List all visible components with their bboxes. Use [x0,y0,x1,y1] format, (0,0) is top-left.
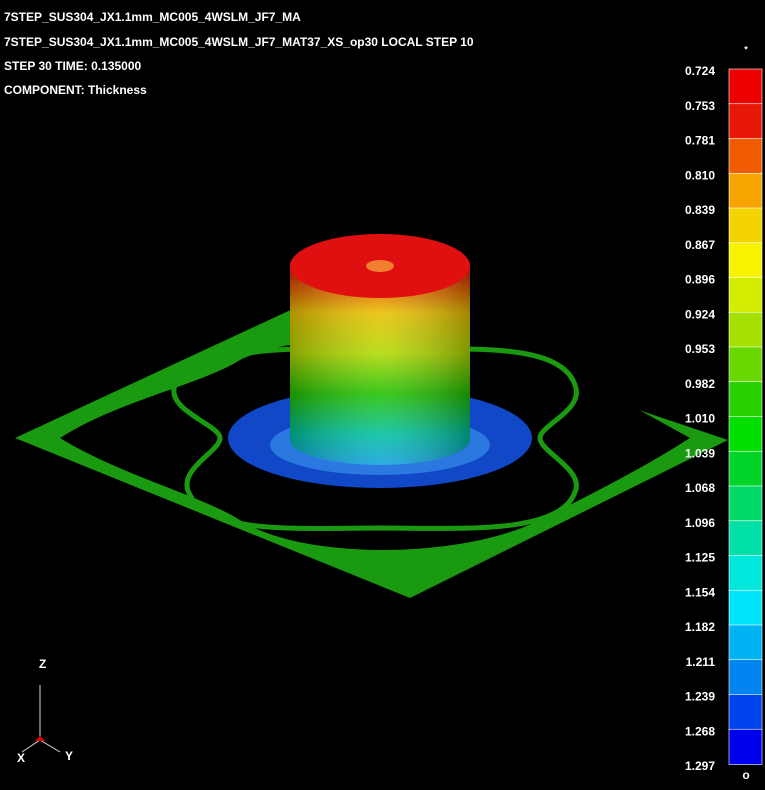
legend-band [728,172,763,209]
legend-label: 0.810 [685,168,715,182]
model [15,234,728,598]
legend-label: 0.753 [685,99,715,113]
legend-label: 0.896 [685,273,715,287]
legend-label: 1.297 [685,759,715,773]
cup-shading [290,262,470,465]
legend-band [728,728,763,765]
legend-band [728,555,763,592]
x-axis [21,739,41,753]
legend-top-marker: * [744,44,748,54]
legend-band [728,242,763,279]
legend-label: 1.239 [685,690,715,704]
legend: * o 0.724 0.753 0.781 0.810 0.839 0.867 0.896 0… [685,44,763,782]
legend-band [728,346,763,383]
legend-label: 1.010 [685,412,715,426]
legend-label: 0.781 [685,134,715,148]
legend-label: 1.096 [685,516,715,530]
legend-label: 0.867 [685,238,715,252]
legend-bottom-marker: o [742,768,749,782]
legend-band [728,624,763,661]
legend-label: 0.924 [685,307,715,321]
legend-band [728,520,763,557]
legend-label: 1.268 [685,724,715,738]
header-line: STEP 30 TIME: 0.135000 [4,59,142,73]
legend-label: 0.724 [685,64,715,78]
cup-center [366,260,394,272]
legend-band [728,659,763,696]
legend-label: 1.182 [685,620,715,634]
y-axis [39,739,61,753]
header-line: COMPONENT: Thickness [4,83,147,97]
y-label: Y [65,749,73,763]
legend-band [728,381,763,418]
triad-origin [35,736,45,741]
legend-label: 1.068 [685,481,715,495]
legend-band [728,485,763,522]
legend-label: 0.953 [685,342,715,356]
z-label: Z [39,657,46,671]
legend-band [728,694,763,731]
legend-band [728,416,763,453]
legend-band [728,450,763,487]
triad: Z X Y [17,657,73,765]
legend-label: 1.125 [685,551,715,565]
legend-label: 0.839 [685,203,715,217]
legend-band [728,277,763,314]
legend-band [728,207,763,244]
header: 7STEP_SUS304_JX1.1mm_MC005_4WSLM_JF7_MA … [4,10,474,97]
legend-label: 1.154 [685,585,715,599]
header-line: 7STEP_SUS304_JX1.1mm_MC005_4WSLM_JF7_MAT… [4,35,474,49]
legend-band [728,311,763,348]
legend-band [728,103,763,140]
legend-band [728,589,763,626]
legend-label: 1.211 [686,655,716,669]
header-line: 7STEP_SUS304_JX1.1mm_MC005_4WSLM_JF7_MA [4,10,301,24]
legend-label: 1.039 [685,446,715,460]
x-label: X [17,751,25,765]
legend-band [728,138,763,175]
legend-band [728,68,763,105]
legend-label: 0.982 [685,377,715,391]
